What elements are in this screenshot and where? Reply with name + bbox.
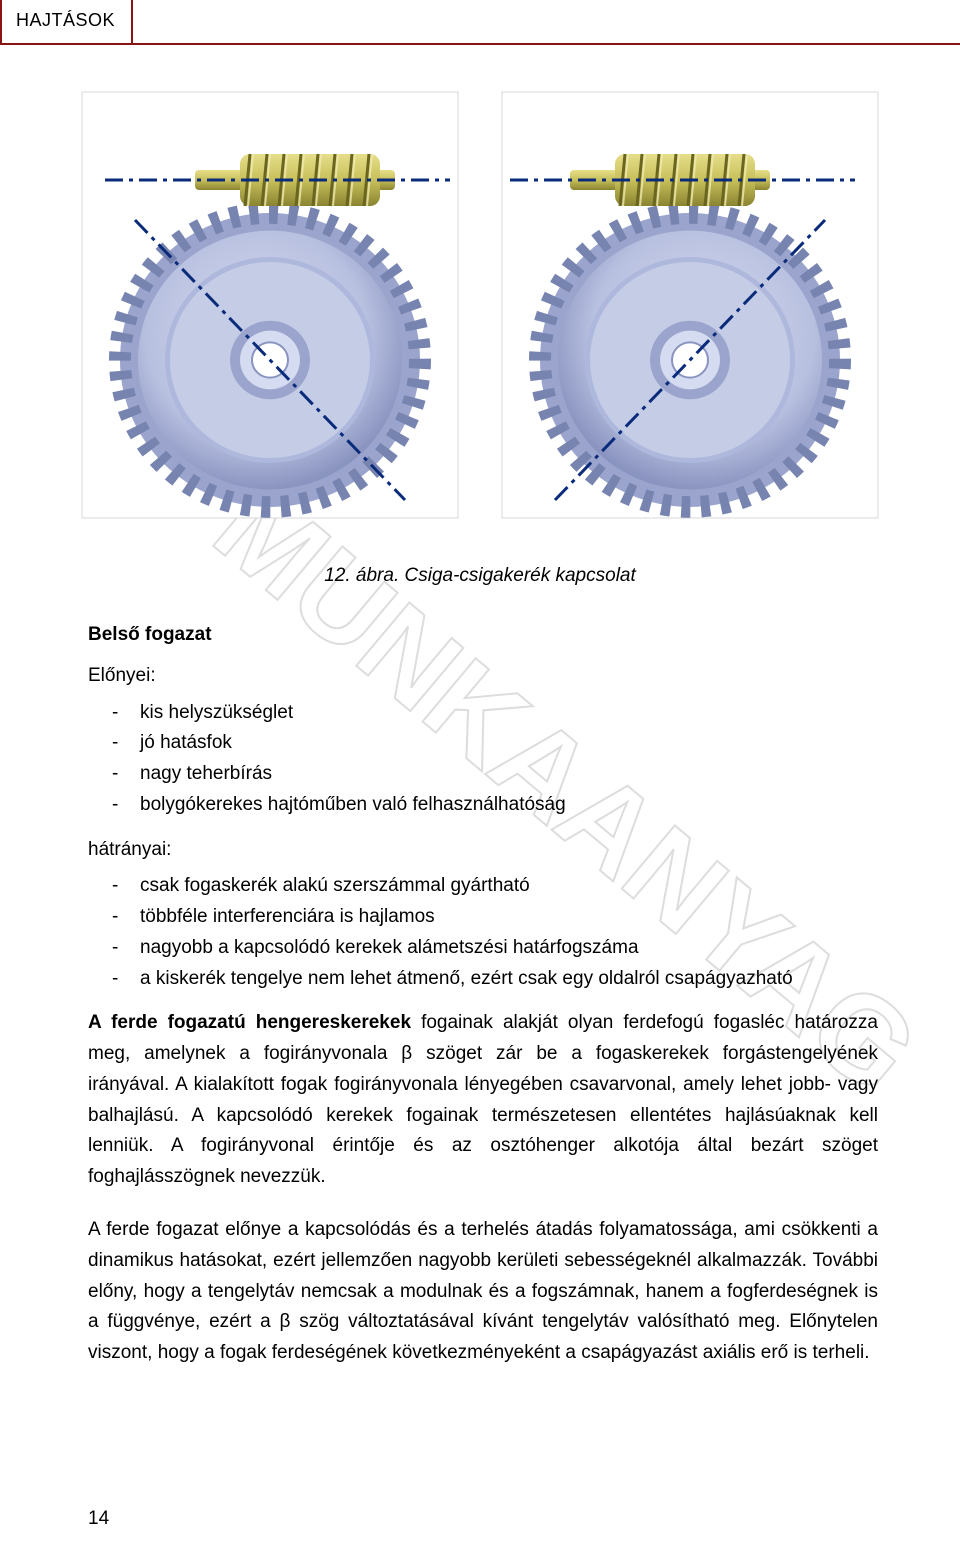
gear-svg-left: [80, 90, 460, 520]
list-item: kis helyszükséglet: [140, 698, 878, 729]
gear-svg-right: [500, 90, 880, 520]
header-tab: HAJTÁSOK: [0, 0, 133, 45]
header-title: HAJTÁSOK: [16, 10, 115, 30]
header-rule: [122, 43, 960, 45]
paragraph-1: A ferde fogazatú hengereskerekek fogaina…: [88, 1008, 878, 1193]
list-item: a kiskerék tengelye nem lehet átmenő, ez…: [140, 964, 878, 995]
list-item: többféle interferenciára is hajlamos: [140, 902, 878, 933]
figure-caption: 12. ábra. Csiga-csigakerék kapcsolat: [0, 565, 960, 587]
body-content: Belső fogazat Előnyei: kis helyszükségle…: [88, 620, 878, 1391]
para1-bold: A ferde fogazatú hengereskerekek: [88, 1012, 411, 1033]
page-number: 14: [88, 1508, 109, 1530]
gear-assembly-left: [80, 90, 460, 520]
gear-assembly-right: [500, 90, 880, 520]
list-item: nagyobb a kapcsolódó kerekek alámetszési…: [140, 933, 878, 964]
list-item: csak fogaskerék alakú szerszámmal gyárth…: [140, 871, 878, 902]
list-item: jó hatásfok: [140, 728, 878, 759]
disadvantages-list: csak fogaskerék alakú szerszámmal gyárth…: [88, 871, 878, 994]
figure-area: [0, 90, 960, 550]
list-item: nagy teherbírás: [140, 759, 878, 790]
section-title: Belső fogazat: [88, 620, 878, 651]
para1-rest: fogainak alakját olyan ferdefogú fogaslé…: [88, 1012, 878, 1187]
advantages-list: kis helyszükséglet jó hatásfok nagy tehe…: [88, 698, 878, 821]
list-item: bolygókerekes hajtóműben való felhasznál…: [140, 790, 878, 821]
advantages-label: Előnyei:: [88, 661, 878, 692]
paragraph-2: A ferde fogazat előnye a kapcsolódás és …: [88, 1215, 878, 1369]
disadvantages-label: hátrányai:: [88, 835, 878, 866]
